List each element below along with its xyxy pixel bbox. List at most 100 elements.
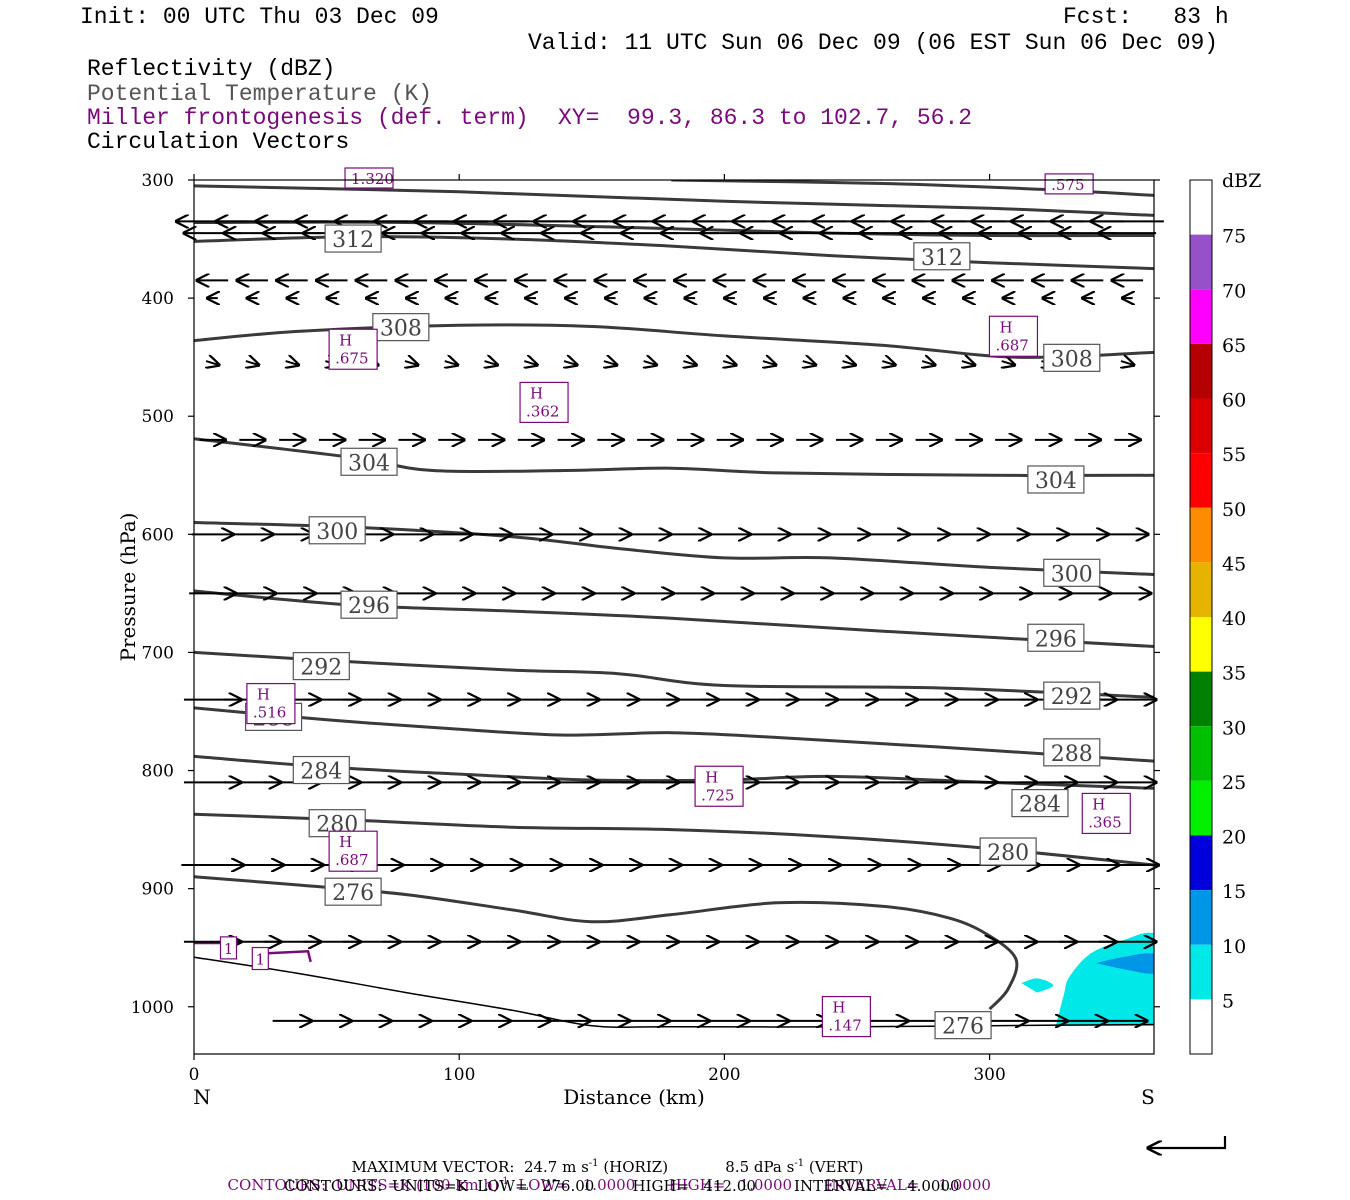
y-tick-label: 900 [142, 880, 174, 900]
colorbar-label: 75 [1222, 226, 1246, 248]
circulation-vector [445, 361, 458, 365]
circulation-vector [922, 361, 935, 365]
x-axis-title: Distance (km) [563, 1085, 705, 1109]
y-axis-title: Pressure (hPa) [116, 513, 140, 662]
theta-label-box [324, 224, 382, 253]
fronto-max-h: H [832, 999, 845, 1017]
y-tick-label: 800 [142, 762, 174, 782]
colorbar-label: 10 [1222, 936, 1246, 958]
forecast-hour: Fcst: 83 h [1063, 4, 1229, 30]
theta-contour-288 [194, 706, 1154, 763]
fronto-max-value: .575 [1051, 176, 1084, 194]
y-tick-label: 400 [142, 289, 174, 309]
colorbar-title: dBZ [1222, 170, 1261, 192]
reflectivity-5dbz [1055, 932, 1154, 1026]
colorbar-label: 15 [1222, 881, 1246, 903]
colorbar-swatch [1190, 944, 1212, 1000]
circulation-vector [286, 361, 299, 365]
fronto-contour-label: 1 [224, 940, 234, 958]
fronto-max-box [246, 682, 296, 725]
colorbar-swatch [1190, 999, 1212, 1054]
x-tick-label: 200 [708, 1065, 740, 1085]
y-tick-label: 600 [142, 525, 174, 545]
colorbar-label: 50 [1222, 499, 1246, 521]
reflectivity-shading [1021, 932, 1154, 1026]
plot-frame [193, 179, 1155, 1055]
theta-label-276: 276 [332, 881, 374, 906]
circulation-vector [843, 361, 856, 365]
theta-label-box [292, 652, 350, 681]
circulation-vector [803, 361, 816, 365]
colorbar-frame [1189, 179, 1213, 1055]
south-label: S [1141, 1085, 1155, 1109]
fronto-contour-1 [194, 941, 312, 963]
theta-contour-292 [194, 650, 1154, 699]
fronto-max-value: .675 [335, 349, 368, 367]
field-reflectivity: Reflectivity (dBZ) [87, 56, 336, 82]
terrain-line [193, 956, 1155, 1028]
init-time: Init: 00 UTC Thu 03 Dec 09 [80, 4, 439, 30]
theta-contour-320 [194, 184, 1154, 217]
theta-label-308: 308 [1051, 347, 1093, 372]
colorbar-swatch [1190, 617, 1212, 672]
fronto-max-h: H [1092, 795, 1105, 813]
colorbar-swatch [1190, 343, 1212, 399]
colorbar: 5 10 15 20 25 30 35 40 45 50 55 60 65 70 75 dBZ [1189, 170, 1261, 1055]
colorbar-swatch [1190, 453, 1212, 508]
fronto-contour-label-box [251, 946, 269, 971]
fronto-max-box [328, 328, 378, 370]
fronto-max-h: H [257, 686, 270, 704]
fronto-max-value: .687 [995, 336, 1028, 354]
fronto-max-box [328, 830, 378, 872]
fronto-max-value: .687 [335, 851, 368, 869]
theta-label-box [1043, 343, 1101, 372]
theta-label-box [292, 755, 350, 785]
field-theta: Potential Temperature (K) [87, 81, 433, 107]
theta-label-280: 280 [987, 841, 1029, 866]
theta-label-312: 312 [332, 228, 374, 253]
theta-contour-276 [194, 875, 1019, 1011]
theta-label-308: 308 [380, 317, 422, 342]
theta-label-box [913, 242, 971, 271]
fronto-contour-label: 1 [256, 951, 266, 969]
circulation-vector [206, 361, 219, 365]
colorbar-label: 60 [1222, 390, 1246, 412]
fronto-max-value: .147 [828, 1017, 861, 1035]
colorbar-label: 30 [1222, 717, 1246, 739]
fronto-max-h: H [705, 768, 718, 786]
x-tick-label: 100 [443, 1065, 475, 1085]
theta-label-288: 288 [1051, 742, 1093, 767]
theta-contour-info: CONTOURS: UNITS=K LOW= 276.00 HIGH= 412.… [284, 1177, 960, 1195]
circulation-vector [405, 361, 418, 365]
reflectivity-10dbz [1095, 953, 1154, 974]
colorbar-swatch [1190, 780, 1212, 836]
theta-label-box [324, 877, 382, 906]
north-label: N [193, 1085, 211, 1109]
fronto-max-box [519, 381, 569, 424]
fronto-max-value: .516 [253, 704, 286, 722]
colorbar-label: 35 [1222, 663, 1246, 685]
fronto-max-value: .362 [526, 402, 559, 420]
circulation-vector [564, 361, 577, 365]
circulation-vector [1121, 361, 1134, 365]
fronto-max-box [344, 167, 394, 189]
colorbar-swatch [1190, 562, 1212, 617]
y-tick-label: 1000 [131, 998, 174, 1018]
fronto-max-h: H [339, 833, 352, 851]
theta-label-284: 284 [1019, 793, 1061, 818]
circulation-vector [524, 361, 537, 365]
theta-label-312: 312 [921, 246, 963, 271]
colorbar-swatch [1190, 835, 1212, 891]
circulation-vector [1002, 361, 1015, 365]
field-vectors: Circulation Vectors [87, 129, 350, 155]
theta-label-box [340, 447, 398, 476]
colorbar-label: 55 [1222, 444, 1246, 466]
y-tick-label: 500 [142, 407, 174, 427]
colorbar-label: 45 [1222, 553, 1246, 575]
reflectivity-5dbz-cell [1021, 978, 1054, 993]
circulation-vector [723, 361, 736, 365]
theta-label-box [372, 313, 430, 342]
theta-label-300: 300 [1051, 562, 1093, 587]
theta-label-296: 296 [348, 594, 390, 619]
